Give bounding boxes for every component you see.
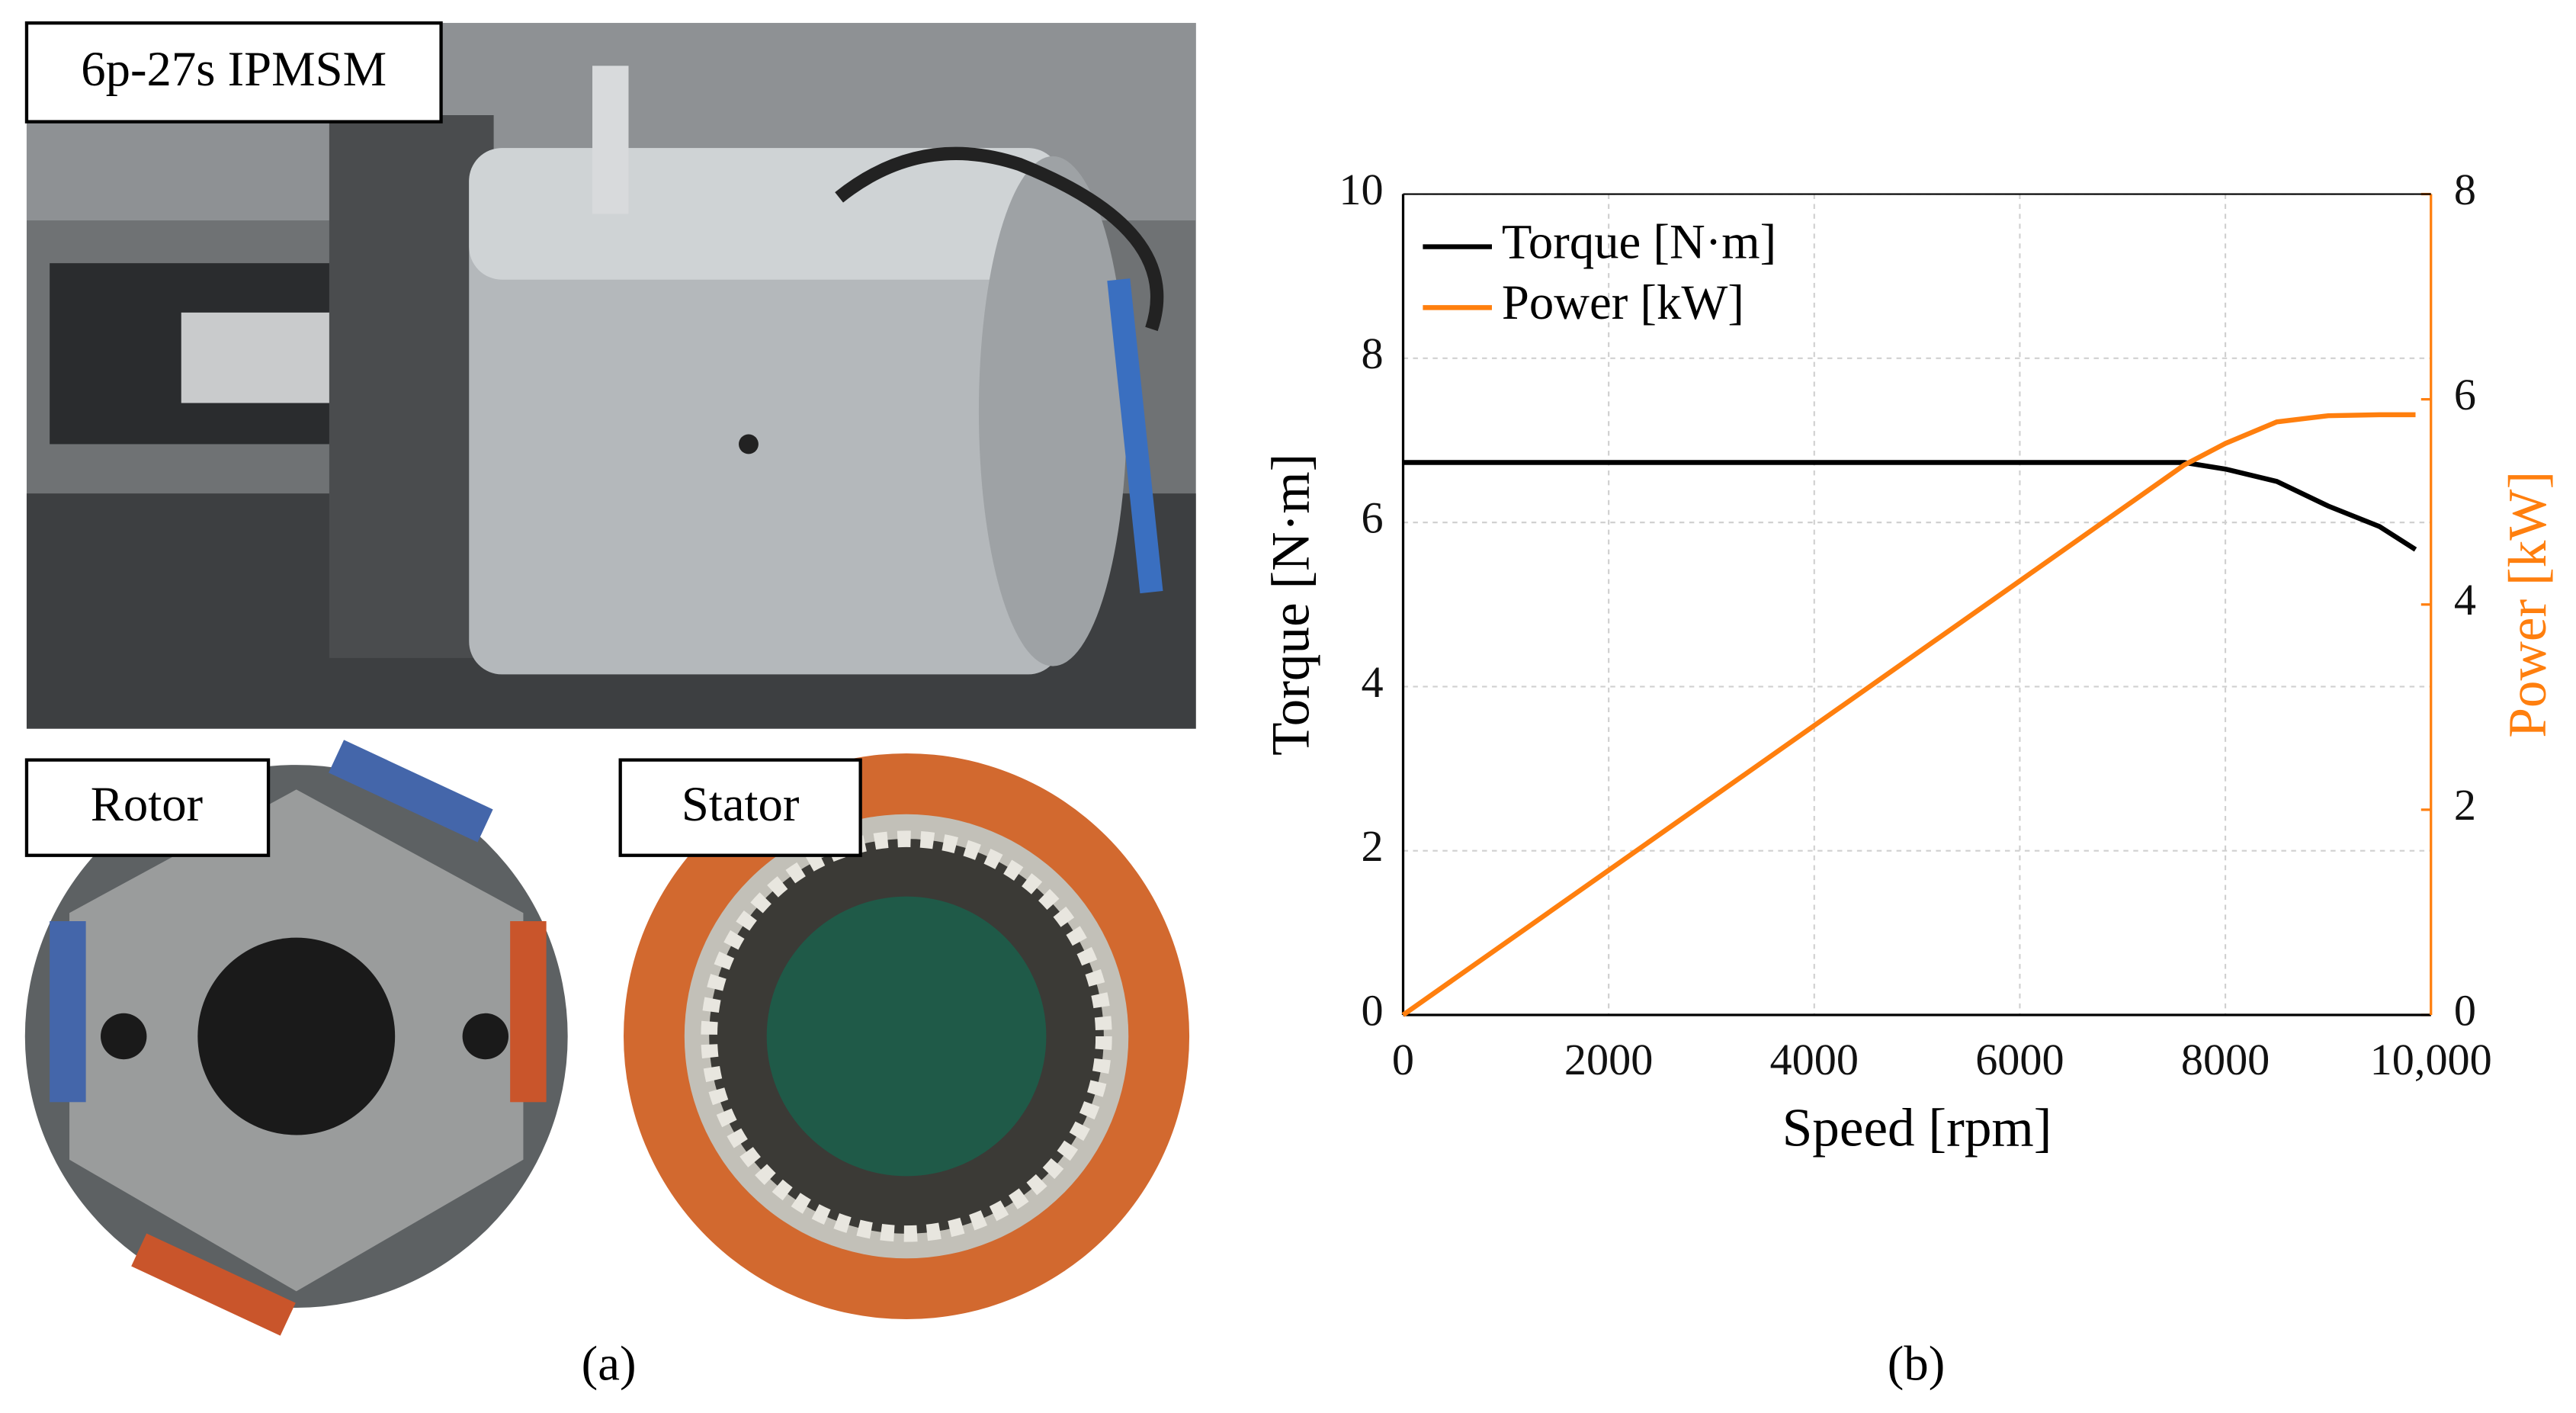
caption: (b) (1888, 1336, 1945, 1391)
stator-photo (624, 753, 1190, 1320)
y2-tick-label: 6 (2454, 370, 2476, 419)
x-tick-label: 10,000 (2370, 1035, 2492, 1084)
y-tick-label: 2 (1361, 821, 1383, 871)
legend-label: Torque [N·m] (1502, 214, 1776, 268)
y-tick-label: 10 (1339, 165, 1383, 214)
label-box (24, 21, 443, 124)
caption: (a) (582, 1336, 637, 1391)
x-axis-title: Speed [rpm] (1782, 1099, 2052, 1158)
series-line (1401, 412, 2416, 1017)
photo-label: 6p-27s IPMSM (81, 41, 387, 96)
y-tick-label: 6 (1361, 493, 1383, 542)
y2-tick-label: 4 (2454, 575, 2476, 625)
rotor-label: Rotor (91, 776, 203, 831)
legend-label: Power [kW] (1502, 275, 1744, 329)
chart: 0 2000 4000 6000 8000 10,000024681002468Speed… (1262, 165, 2558, 1158)
y2-tick-label: 8 (2454, 165, 2476, 214)
stator-label: Stator (682, 776, 800, 831)
x-tick-label: 4000 (1770, 1035, 1859, 1084)
y-tick-label: 8 (1361, 329, 1383, 378)
x-tick-label: 8000 (2181, 1035, 2270, 1084)
y-axis-title: Torque [N·m] (1262, 454, 1321, 756)
label-box (618, 758, 862, 857)
x-tick-label: 0 (1392, 1035, 1414, 1084)
x-tick-label: 6000 (1975, 1035, 2064, 1084)
y2-tick-label: 2 (2454, 780, 2476, 830)
y-tick-label: 0 (1361, 985, 1383, 1035)
y-tick-label: 4 (1361, 657, 1383, 707)
y2-axis-title: Power [kW] (2498, 471, 2558, 738)
y2-tick-label: 0 (2454, 985, 2476, 1035)
rotor-photo (24, 740, 568, 1336)
motor-photo (26, 23, 1196, 729)
label-box (24, 758, 271, 857)
x-tick-label: 2000 (1564, 1035, 1653, 1084)
series-line (1403, 460, 2417, 552)
